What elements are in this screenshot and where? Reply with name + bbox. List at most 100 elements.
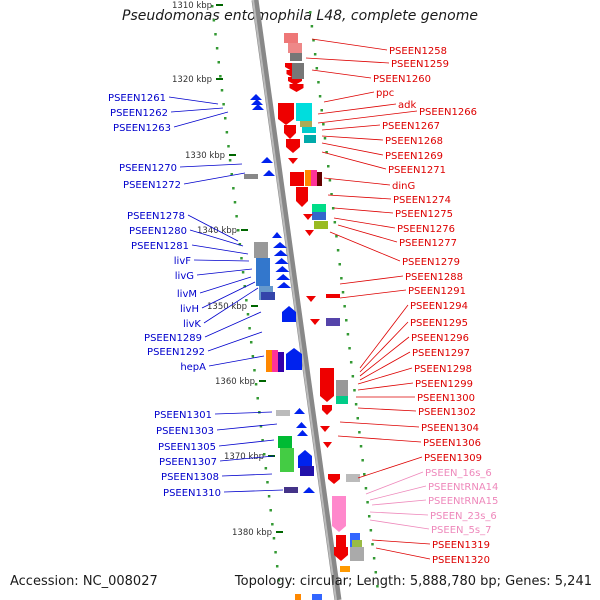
- gene-block: [300, 121, 312, 127]
- scale-dot: [330, 193, 333, 196]
- label-connector-right: [371, 539, 431, 545]
- gene-label-right: PSEEN1302: [418, 407, 476, 418]
- label-connector-left: [199, 276, 252, 294]
- gene-block: [311, 170, 317, 186]
- scale-label: 1310 kbp: [172, 1, 212, 11]
- gene-arrow: [328, 474, 340, 484]
- scale-dot: [277, 579, 281, 582]
- gene-marker: [274, 258, 289, 264]
- rna-label-right: PSEEN_5s_7: [431, 525, 491, 536]
- gene-label-right: PSEEN1275: [395, 209, 453, 220]
- label-connector-right: [337, 224, 398, 243]
- gene-label-right: PSEEN1294: [410, 301, 468, 312]
- gene-label-right: PSEEN1277: [399, 238, 457, 249]
- scale-dot: [214, 33, 217, 36]
- gene-block: [254, 242, 268, 258]
- gene-marker: [306, 296, 316, 302]
- scale-dot: [225, 131, 229, 134]
- scale-dot: [211, 5, 214, 8]
- scale-dot: [223, 117, 227, 120]
- scale-dot: [266, 481, 269, 484]
- gene-label-left: PSEEN1305: [158, 442, 216, 453]
- scale-dot: [361, 459, 364, 462]
- gene-arrow: [332, 496, 346, 532]
- scale-dot: [259, 425, 263, 428]
- label-connector-left: [216, 423, 278, 431]
- label-connector-left: [168, 96, 219, 105]
- label-connector-right: [321, 135, 384, 141]
- gene-label-left: PSEEN1289: [144, 333, 202, 344]
- label-connector-right: [339, 421, 420, 428]
- label-connector-right: [357, 456, 423, 479]
- gene-label-left: livK: [183, 319, 201, 330]
- gene-label-left: PSEEN1307: [159, 457, 217, 468]
- scale-dot: [256, 397, 259, 400]
- gene-label-left: PSEEN1292: [147, 347, 205, 358]
- gene-label-right: PSEEN1274: [393, 195, 451, 206]
- genome-axis: [251, 0, 342, 600]
- gene-arrow: [289, 84, 304, 92]
- label-connector-right: [321, 151, 387, 170]
- label-connector-right: [323, 91, 375, 103]
- scale-dot: [230, 173, 233, 176]
- scale-dot: [228, 159, 232, 162]
- scale-dot: [310, 25, 314, 28]
- label-connector-left: [201, 281, 256, 309]
- gene-block: [314, 221, 328, 229]
- gene-block: [295, 594, 301, 600]
- gene-label-right: PSEEN1300: [417, 393, 475, 404]
- gene-block: [278, 436, 292, 448]
- gene-marker: [252, 104, 264, 110]
- gene-marker: [296, 422, 307, 428]
- gene-marker: [305, 230, 314, 236]
- scale-dot: [327, 165, 330, 168]
- gene-arrow: [286, 139, 300, 153]
- gene-marker: [294, 408, 305, 414]
- gene-labels: PSEEN1261 PSEEN1262 PSEEN1263 PSEEN1270 PSEE…: [108, 46, 498, 566]
- gene-block: [290, 172, 304, 186]
- scale-dot: [346, 333, 350, 336]
- gene-block: [326, 318, 340, 326]
- gene-features: [244, 33, 364, 600]
- scale-dot: [253, 369, 256, 372]
- gene-label-left: PSEEN1303: [156, 426, 214, 437]
- gene-marker: [250, 94, 262, 100]
- gene-marker: [320, 426, 330, 432]
- label-connector-left: [173, 111, 229, 128]
- gene-label-left: livM: [177, 289, 197, 300]
- gene-label-left: PSEEN1261: [108, 93, 166, 104]
- gene-label-right: adk: [398, 100, 416, 111]
- label-connector-left: [204, 311, 262, 338]
- gene-label-right: dinG: [392, 181, 415, 192]
- rna-label-right: PSEEN_16s_6: [425, 468, 492, 479]
- gene-label-left: PSEEN1270: [119, 163, 177, 174]
- scale-dot: [261, 439, 264, 442]
- label-connector-right: [305, 57, 390, 64]
- label-connector-right: [375, 547, 431, 560]
- gene-marker: [261, 157, 273, 163]
- scale-dot: [222, 103, 225, 106]
- gene-label-right: PSEEN1276: [397, 224, 455, 235]
- gene-label-right: PSEEN1288: [405, 272, 463, 283]
- scale-dot: [328, 179, 332, 182]
- gene-marker: [310, 319, 320, 325]
- scale-dot: [240, 257, 243, 260]
- scale-dot: [323, 137, 327, 140]
- label-connector-right: [321, 142, 384, 156]
- scale-dot: [364, 487, 368, 490]
- scale-label: 1330 kbp: [185, 151, 225, 161]
- scale-label: 1350 kbp: [207, 302, 247, 312]
- scale-dot: [341, 291, 345, 294]
- scale-dot: [233, 201, 237, 204]
- scale-dot: [325, 151, 328, 154]
- genome-summary-text: Topology: circular; Length: 5,888,780 bp…: [234, 574, 592, 589]
- scale-dot: [367, 515, 371, 518]
- label-connector-left: [221, 473, 273, 477]
- gene-arrow: [320, 368, 334, 402]
- scale-dot: [363, 473, 366, 476]
- scale-dot: [371, 543, 374, 546]
- scale-dot: [333, 221, 337, 224]
- label-connector-left: [203, 287, 259, 324]
- scale-dot: [351, 375, 355, 378]
